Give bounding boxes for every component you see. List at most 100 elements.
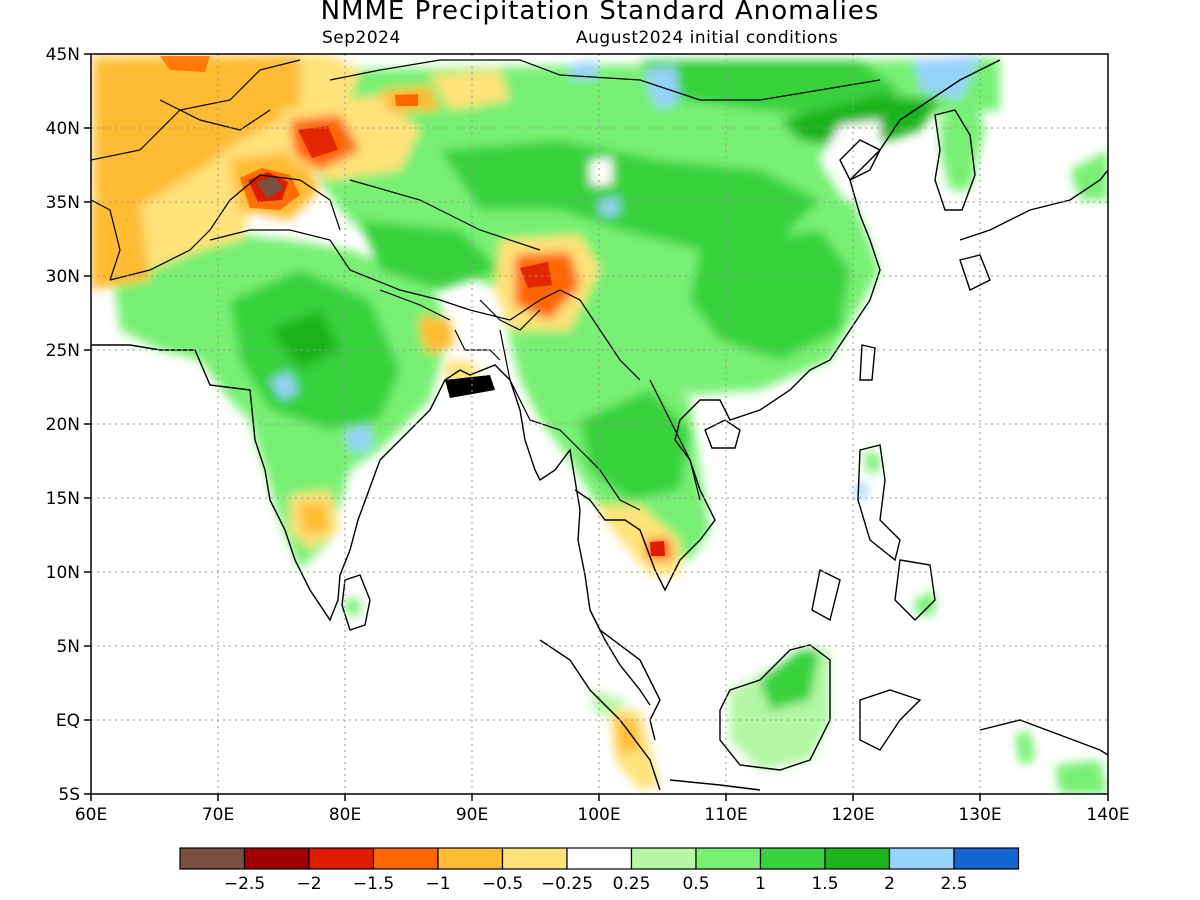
coast-java (669, 779, 761, 791)
coast-indochina (574, 59, 1001, 592)
colorbar-tick-label: −0.5 (482, 874, 523, 894)
lon-label-70e: 70E (202, 805, 234, 825)
border-bangladesh (454, 329, 501, 361)
coast-hainan (704, 419, 741, 449)
lat-label-45n: 45N (46, 45, 80, 65)
lon-label-60e: 60E (75, 805, 107, 825)
gridlines (91, 54, 1108, 794)
anomaly-blue-china (600, 198, 620, 215)
anomaly-region-sulawesi (1055, 760, 1108, 794)
colorbar-tick-label: 1.5 (811, 874, 838, 894)
lat-label-eq: EQ (56, 711, 80, 731)
anomaly-strong-cambodia (650, 541, 665, 556)
colorbar-swatch (630, 847, 697, 870)
lat-label-15n: 15N (46, 489, 80, 509)
lat-label-35n: 35N (46, 193, 80, 213)
map-title: NMME Precipitation Standard Anomalies (320, 0, 880, 26)
border-pakistan (109, 174, 341, 281)
anomaly-neg-central-asia-core (95, 56, 300, 220)
bay-of-bengal-delta (445, 375, 495, 398)
coast-palawan (811, 568, 841, 622)
border-china-north (329, 59, 881, 101)
border-nepal (379, 289, 451, 321)
colorbar-swatch (566, 847, 633, 870)
colorbar-tick-label: 2 (884, 874, 895, 894)
lat-label-20n: 20N (46, 415, 80, 435)
colorbar-tick-label: 0.5 (682, 874, 709, 894)
anomaly-region-philippines (865, 450, 880, 475)
country-borders (91, 59, 881, 511)
border-iran (91, 199, 121, 281)
colorbar-tick-label: −2.5 (224, 874, 265, 894)
anomaly-neg-bangladesh (420, 315, 455, 355)
colorbar-swatch (501, 847, 568, 870)
colorbar-tick-label: −2 (296, 874, 321, 894)
lon-label-110e: 110E (704, 805, 747, 825)
anomaly-strong-kazakh-2 (395, 94, 418, 106)
anomaly-strong-tibet (520, 262, 552, 288)
anomaly-strong-hindukush-3 (256, 177, 284, 198)
anomaly-blue-india-1 (270, 372, 298, 400)
colorbar-legend: −2.5 −2 −1.5 −1 −0.5 −0.25 0.25 0.5 1 1.5 2 2.5 (179, 847, 1020, 894)
colorbar-swatch (437, 847, 504, 870)
lon-label-130e: 130E (958, 805, 1001, 825)
coast-kyushu (959, 254, 991, 291)
coast-newguinea (979, 719, 1108, 756)
anomaly-core-china-east (690, 230, 850, 360)
lat-label-30n: 30N (46, 267, 80, 287)
initial-conditions-label: August2024 initial conditions (576, 28, 839, 48)
axis-ticks (84, 53, 1109, 801)
border-tibet-inner (349, 179, 541, 251)
border-central-asia (91, 59, 301, 161)
lon-label-140e: 140E (1086, 805, 1129, 825)
lat-label-25n: 25N (46, 341, 80, 361)
lon-label-100e: 100E (577, 805, 620, 825)
colorbar-swatch (372, 847, 439, 870)
anomaly-region-malaysia (760, 650, 820, 710)
colorbar-tick-label: 1 (755, 874, 766, 894)
anomaly-blue-mongolia-2 (570, 60, 598, 80)
colorbar-swatch (953, 847, 1020, 870)
colorbar-tick-label: −1.5 (353, 874, 394, 894)
lat-label-5n: 5N (56, 637, 80, 657)
anomaly-region-newguinea (1015, 730, 1035, 765)
coast-japan (959, 169, 1108, 241)
anomaly-core-tibet (360, 220, 500, 290)
lat-label-5s: 5S (58, 785, 80, 805)
colorbar-swatch (308, 847, 375, 870)
lon-label-80e: 80E (329, 805, 361, 825)
anomaly-neg-india-south-core (298, 502, 330, 535)
border-india-east (479, 299, 541, 331)
lat-label-40n: 40N (46, 119, 80, 139)
border-kazakh (159, 99, 271, 131)
coast-korea (934, 109, 976, 211)
colorbar-swatch (179, 847, 246, 870)
anomaly-core-laos (580, 390, 690, 500)
anomaly-blue-korea (915, 56, 980, 100)
forecast-month: Sep2024 (322, 28, 401, 48)
anomaly-core-china-north (440, 140, 820, 250)
anomaly-core-central-india (270, 310, 340, 370)
border-thailand (579, 449, 641, 511)
coast-malay-peninsula (589, 609, 651, 706)
anomaly-blue-luzon (855, 483, 867, 498)
colorbar-tick-label: −1 (425, 874, 450, 894)
anomaly-region-japan (1070, 150, 1108, 200)
anomaly-region-mindanao (915, 590, 935, 615)
anomaly-blue-india-2 (345, 425, 372, 452)
colorbar-swatch (695, 847, 762, 870)
anomaly-strong-kazakh-1 (160, 56, 210, 72)
border-himalaya (209, 229, 641, 381)
coast-srilanka (341, 574, 371, 631)
anomaly-neg-kunlun (430, 70, 510, 110)
colorbar-swatch (888, 847, 955, 870)
anomaly-region-srilanka (345, 598, 360, 615)
anomaly-neg-iran (91, 200, 150, 290)
colorbar-tick-label: −0.25 (541, 874, 593, 894)
coast-borneo (719, 644, 831, 771)
anomaly-strong-tarim (298, 126, 338, 158)
coast-bohai (839, 139, 881, 181)
colorbar-swatch (824, 847, 891, 870)
coast-taiwan (859, 344, 876, 381)
